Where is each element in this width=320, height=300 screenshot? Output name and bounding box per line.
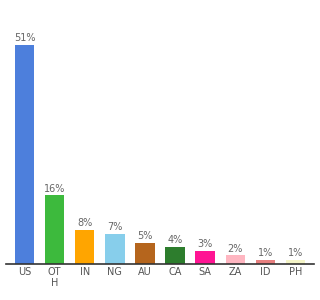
Bar (105, 234, 124, 264)
Bar (15, 45, 34, 264)
Bar (226, 255, 245, 264)
Text: 3%: 3% (197, 239, 213, 249)
Text: 1%: 1% (258, 248, 273, 258)
Text: 4%: 4% (167, 235, 183, 245)
Bar (196, 251, 215, 264)
Bar (75, 230, 94, 264)
Text: 16%: 16% (44, 184, 65, 194)
Text: 7%: 7% (107, 222, 123, 232)
Bar (286, 260, 305, 264)
Bar (45, 195, 64, 264)
Text: 51%: 51% (14, 33, 35, 43)
Text: 5%: 5% (137, 231, 153, 241)
Text: 1%: 1% (288, 248, 303, 258)
Text: 8%: 8% (77, 218, 92, 228)
Bar (165, 247, 185, 264)
Bar (135, 242, 155, 264)
Bar (256, 260, 275, 264)
Text: 2%: 2% (228, 244, 243, 254)
